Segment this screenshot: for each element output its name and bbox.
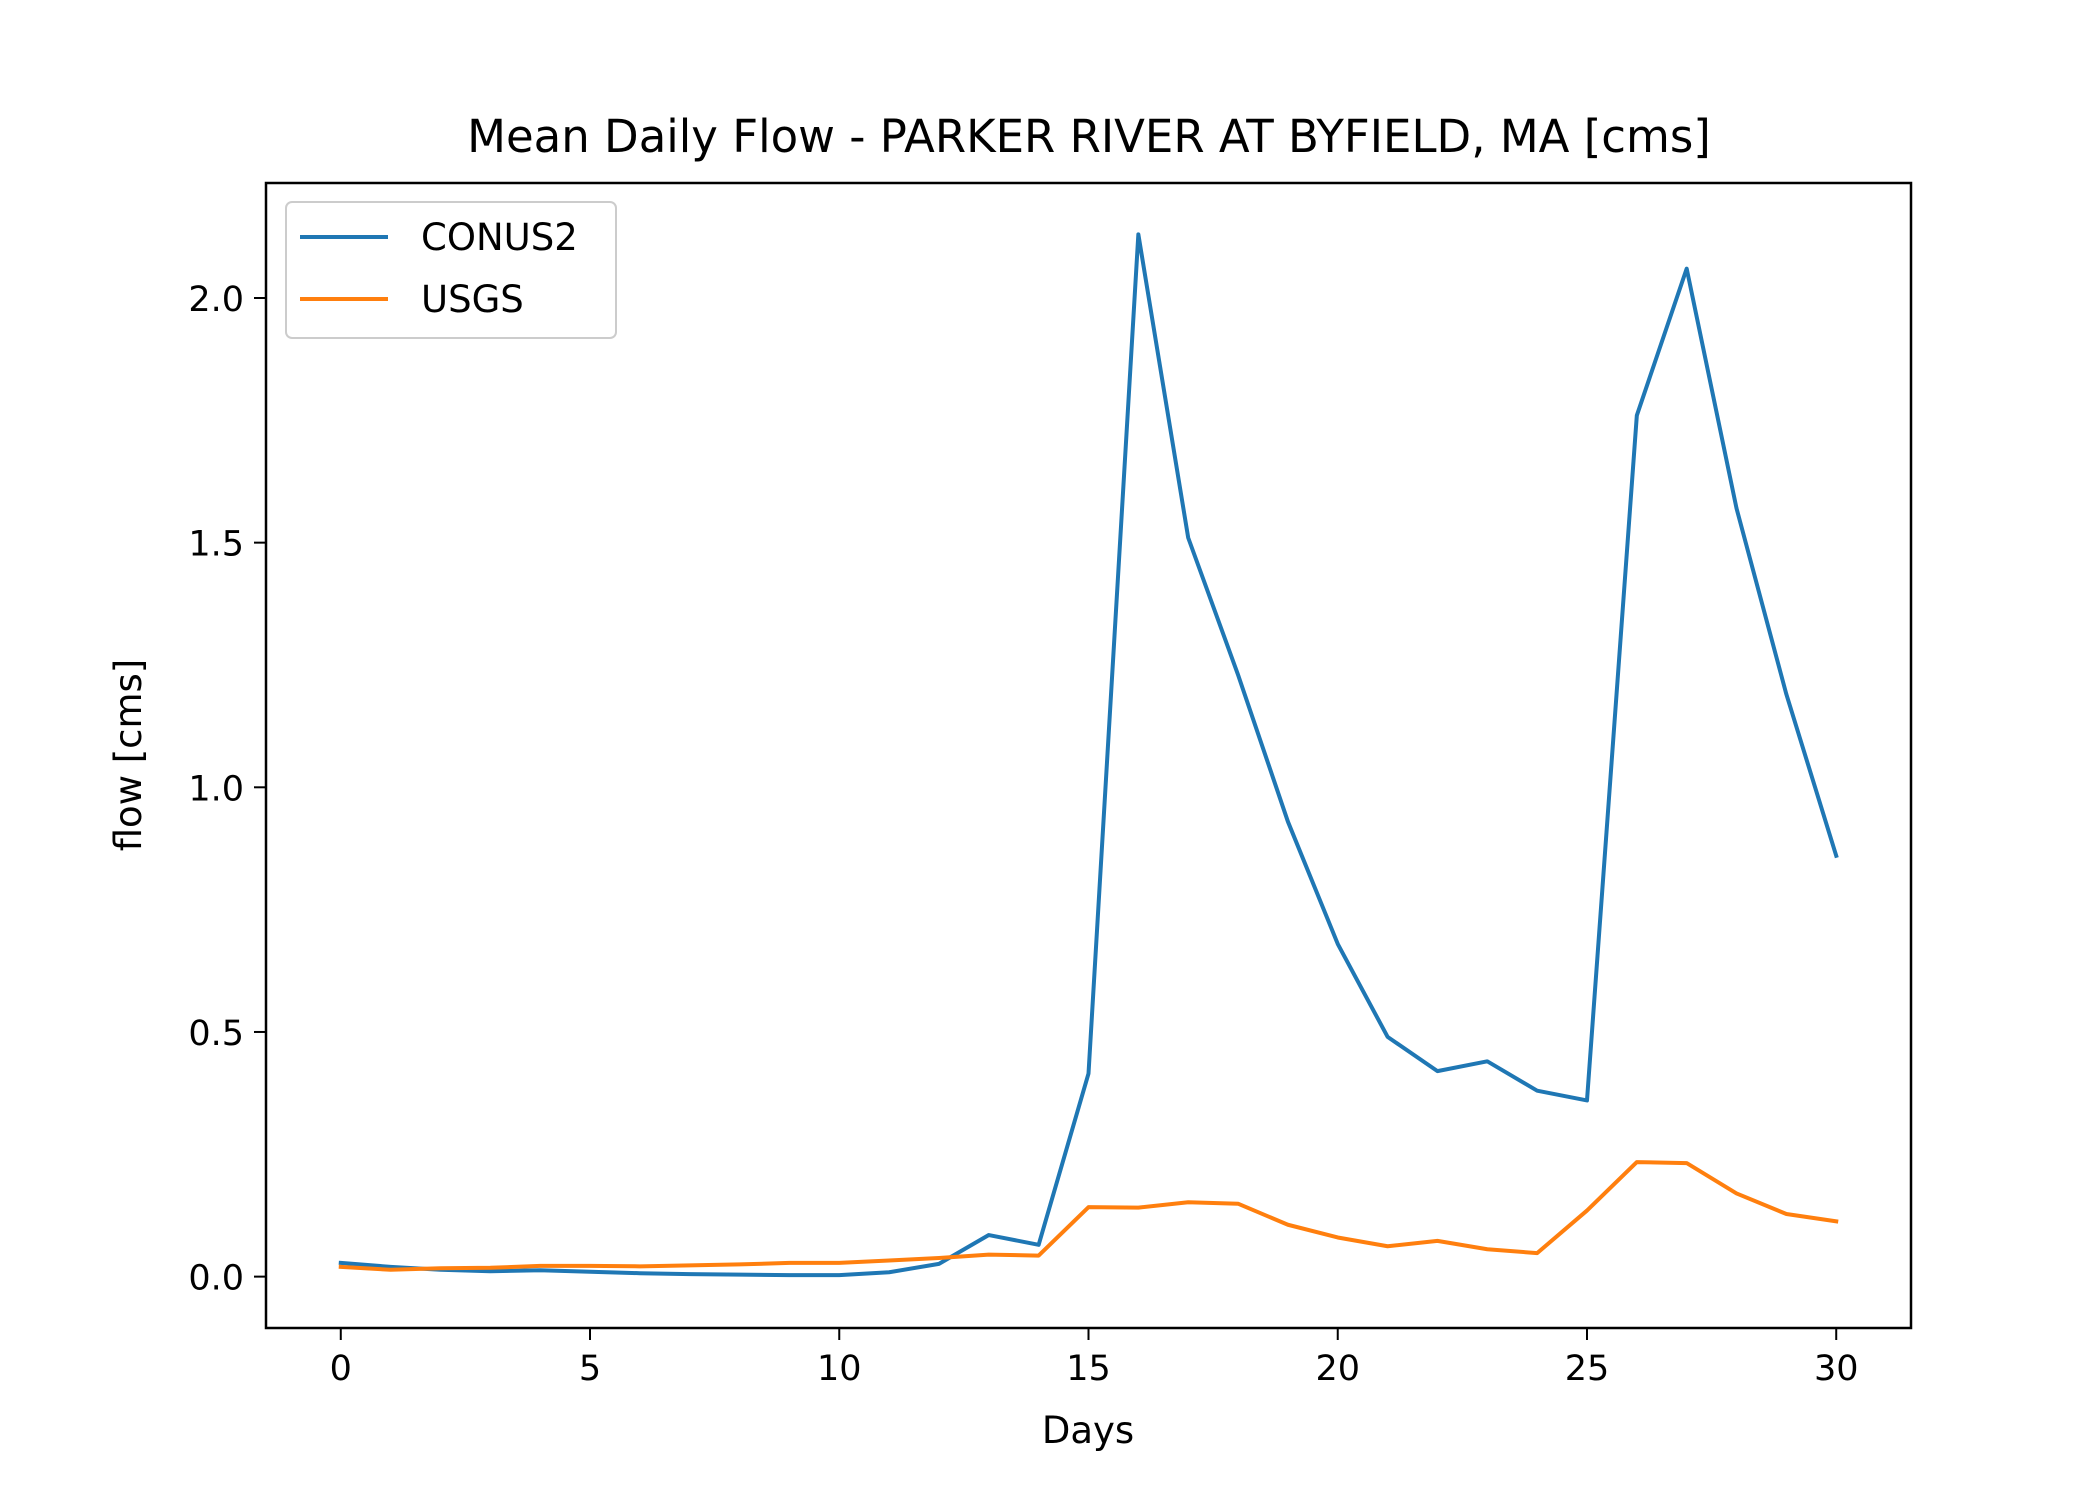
y-axis: 0.0 0.5 1.0 1.5 2.0	[188, 280, 266, 1299]
x-axis-label: Days	[1042, 1409, 1134, 1452]
chart-title: Mean Daily Flow - PARKER RIVER AT BYFIEL…	[467, 110, 1711, 163]
series-line-usgs	[338, 1160, 1839, 1272]
x-axis: 0 5 10 15 20 25 30	[330, 1328, 1859, 1389]
legend-entries: CONUS2 USGS	[300, 216, 578, 321]
x-tick-label: 25	[1565, 1349, 1610, 1389]
series-layer	[338, 232, 1839, 1278]
x-tick-label: 0	[330, 1349, 352, 1389]
y-tick-label: 2.0	[188, 280, 244, 320]
legend: CONUS2 USGS	[285, 201, 617, 339]
y-tick-label: 1.0	[188, 769, 244, 809]
legend-label-conus2: CONUS2	[421, 216, 578, 259]
x-tick-label: 10	[817, 1349, 862, 1389]
y-tick-label: 1.5	[188, 525, 244, 565]
y-axis-label: flow [cms]	[107, 659, 150, 852]
legend-label-usgs: USGS	[421, 278, 524, 321]
x-tick-label: 20	[1315, 1349, 1360, 1389]
plot-background	[266, 183, 1911, 1328]
y-tick-label: 0.0	[188, 1259, 244, 1299]
x-tick-label: 30	[1814, 1349, 1859, 1389]
x-tick-label: 5	[579, 1349, 601, 1389]
series-line-conus2	[338, 232, 1839, 1278]
y-tick-label: 0.5	[188, 1014, 244, 1054]
plot-area	[264, 181, 1913, 1330]
x-tick-label: 15	[1066, 1349, 1111, 1389]
